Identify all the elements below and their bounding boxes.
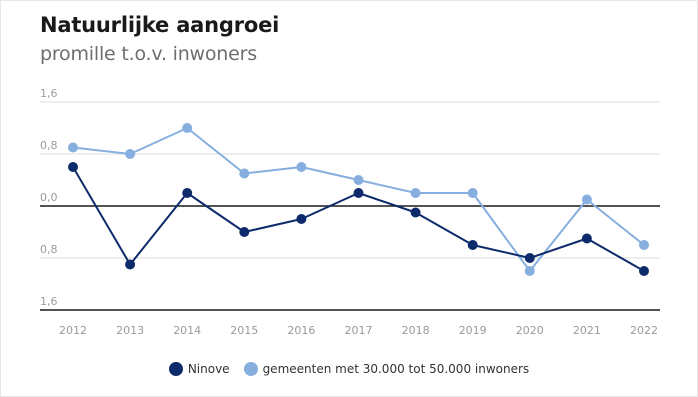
chart-subtitle: promille t.o.v. inwoners <box>40 43 257 65</box>
x-tick-label: 2015 <box>230 324 258 337</box>
data-point-series-2 <box>639 240 649 250</box>
legend-item-series-2: gemeenten met 30.000 tot 50.000 inwoners <box>243 362 530 376</box>
data-point-series-1 <box>125 259 136 270</box>
x-tick-label: 2019 <box>459 324 487 337</box>
data-point-series-1 <box>467 240 478 250</box>
data-point-series-1 <box>524 253 535 263</box>
x-tick-label: 2017 <box>345 324 373 337</box>
y-tick-label: 0,8 <box>40 139 58 152</box>
data-point-series-1 <box>68 162 78 172</box>
data-point-series-1 <box>639 266 649 276</box>
data-point-series-2 <box>68 142 78 153</box>
x-tick-label: 2022 <box>630 324 658 337</box>
data-point-series-2 <box>524 266 535 276</box>
data-point-series-2 <box>581 194 592 205</box>
data-point-series-1 <box>581 233 592 244</box>
x-tick-label: 2020 <box>516 324 544 337</box>
data-point-series-2 <box>125 149 136 159</box>
legend-label-series-1: Ninove <box>187 362 230 376</box>
data-point-series-2 <box>239 168 250 179</box>
data-point-series-2 <box>467 188 478 198</box>
legend-label-series-2: gemeenten met 30.000 tot 50.000 inwoners <box>262 362 530 376</box>
chart-title: Natuurlijke aangroei <box>40 13 280 37</box>
data-point-series-2 <box>410 188 421 198</box>
legend-item-series-1: Ninove <box>168 362 230 376</box>
x-tick-label: 2013 <box>116 324 144 337</box>
y-tick-label: 0,8 <box>40 243 58 256</box>
x-tick-label: 2021 <box>573 324 601 337</box>
legend-marker-series-2 <box>243 362 258 376</box>
data-point-series-1 <box>239 227 250 237</box>
data-point-series-2 <box>296 162 307 172</box>
series-line-2 <box>72 127 645 272</box>
data-point-series-1 <box>296 214 307 224</box>
chart-legend: Ninove gemeenten met 30.000 tot 50.000 i… <box>0 362 698 376</box>
x-tick-label: 2012 <box>59 324 87 337</box>
y-tick-label: 0,0 <box>40 191 58 204</box>
legend-marker-series-1 <box>168 362 183 376</box>
data-point-series-1 <box>410 207 421 218</box>
line-chart: 1,6 0,8 0,0 0,8 1,6 2012 2013 2014 2015 2016 2017… <box>40 87 660 337</box>
data-point-series-2 <box>182 123 193 133</box>
data-point-series-2 <box>353 175 364 185</box>
x-tick-label: 2018 <box>402 324 430 337</box>
y-tick-label: 1,6 <box>40 87 58 100</box>
x-tick-label: 2016 <box>287 324 315 337</box>
data-point-series-1 <box>353 188 364 198</box>
data-point-series-1 <box>182 188 193 198</box>
y-tick-label: 1,6 <box>40 295 58 308</box>
x-tick-label: 2014 <box>173 324 201 337</box>
